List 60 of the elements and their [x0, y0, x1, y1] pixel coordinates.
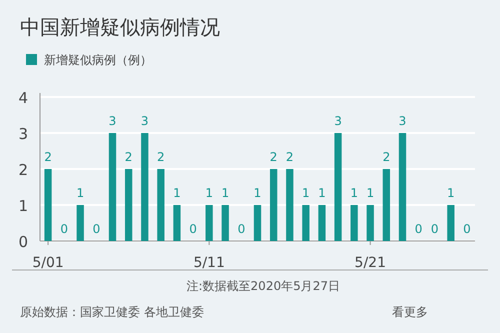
data-label: 1: [302, 186, 310, 200]
data-label: 1: [447, 186, 455, 200]
data-label: 1: [318, 186, 326, 200]
bar: [157, 169, 164, 241]
data-label: 0: [238, 222, 246, 236]
bar: [222, 205, 229, 241]
bar: [124, 169, 132, 241]
bar: [173, 205, 181, 241]
data-label: 1: [173, 186, 181, 200]
legend-label: 新增疑似病例（例）: [44, 53, 152, 67]
bar: [398, 133, 406, 241]
data-label: 0: [92, 222, 100, 236]
data-label: 2: [157, 150, 165, 164]
data-label: 2: [270, 150, 278, 164]
bar: [44, 169, 52, 241]
data-label: 1: [366, 186, 374, 200]
bar: [76, 205, 84, 241]
text: 注:数据截至2020年5月27日: [186, 279, 340, 293]
x-tick-label: 5/21: [354, 255, 386, 271]
data-label: 3: [334, 114, 342, 128]
bar: [318, 205, 326, 241]
chart-title: 中国新增疑似病例情况: [20, 15, 220, 39]
data-label: 0: [430, 222, 439, 236]
data-label: 1: [205, 186, 213, 200]
data-label: 0: [463, 222, 471, 236]
text: 看更多: [392, 305, 428, 319]
data-label: 0: [414, 222, 422, 236]
bar: [286, 169, 294, 241]
bar: [382, 169, 390, 241]
bar: [141, 133, 148, 241]
bar: [447, 205, 454, 241]
bar: [302, 205, 310, 241]
x-tick-label: 5/01: [32, 255, 64, 271]
y-tick-label: 4: [18, 89, 28, 107]
data-label: 3: [108, 114, 116, 128]
data-label: 1: [350, 186, 358, 200]
data-label: 2: [44, 150, 52, 164]
bar: [206, 205, 213, 241]
data-label: 3: [398, 114, 406, 128]
data-label: 2: [124, 150, 132, 164]
data-label: 2: [286, 150, 294, 164]
bar: [108, 133, 116, 241]
y-tick-label: 0: [18, 233, 28, 251]
x-tick-label: 5/11: [193, 255, 225, 271]
bar: [366, 205, 374, 241]
bar: [350, 205, 358, 241]
y-tick-label: 1: [18, 197, 28, 215]
data-label: 2: [382, 150, 390, 164]
data-label: 0: [60, 222, 68, 236]
bar: [334, 133, 342, 241]
y-tick-label: 2: [18, 161, 28, 179]
data-label: 3: [140, 114, 149, 128]
data-label: 0: [189, 222, 197, 236]
bar: [254, 205, 262, 241]
data-label: 1: [221, 186, 230, 200]
data-label: 1: [76, 186, 84, 200]
data-label: 1: [254, 186, 262, 200]
bar: [270, 169, 278, 241]
y-tick-label: 3: [18, 125, 28, 143]
text: 原始数据：国家卫健委 各地卫健委: [20, 305, 204, 319]
